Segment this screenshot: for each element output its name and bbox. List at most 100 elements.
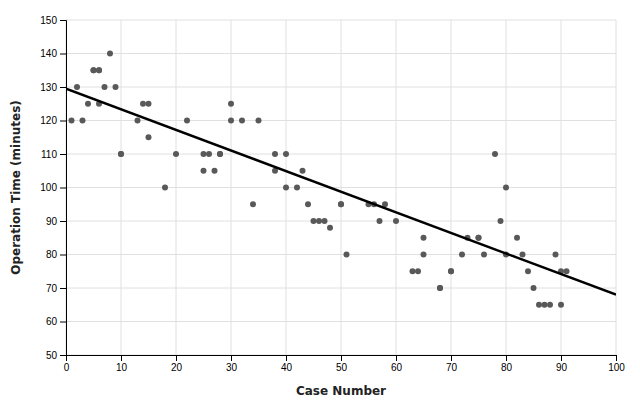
- tick-mark: [176, 355, 177, 361]
- tick-label: 60: [46, 316, 58, 327]
- point: [74, 84, 80, 90]
- tick-label: 120: [40, 115, 57, 126]
- point: [525, 268, 531, 274]
- tick-mark: [60, 54, 66, 55]
- point: [118, 151, 124, 157]
- tick-label: 150: [40, 15, 57, 26]
- point: [305, 201, 311, 207]
- point: [107, 51, 113, 57]
- tick: 90: [556, 355, 568, 373]
- tick-mark: [60, 87, 66, 88]
- point: [212, 168, 218, 174]
- tick: 10: [116, 355, 128, 373]
- point: [448, 268, 454, 274]
- tick-mark: [286, 355, 287, 361]
- plot: 0102030405060708090100506070809010011012…: [9, 15, 625, 398]
- point: [536, 302, 542, 308]
- point: [377, 218, 383, 224]
- tick: 70: [446, 355, 458, 373]
- point: [162, 185, 168, 191]
- point: [85, 101, 91, 107]
- grid-line-y: [66, 20, 616, 21]
- point: [558, 302, 564, 308]
- axis-line: [67, 356, 617, 362]
- point: [228, 118, 234, 124]
- regression-line: [66, 89, 616, 295]
- tick: 120: [40, 115, 66, 126]
- axis-line: [60, 21, 67, 356]
- tick-label: 50: [46, 350, 58, 361]
- point: [553, 252, 559, 258]
- tick: 50: [336, 355, 348, 373]
- point: [96, 67, 102, 73]
- point: [531, 285, 537, 291]
- point: [69, 118, 75, 124]
- point: [173, 151, 179, 157]
- tick-mark: [451, 355, 452, 361]
- y-axis: 50 60 70 80 90 100 110 120 130 140 150: [40, 15, 66, 361]
- point: [102, 84, 108, 90]
- point: [256, 118, 262, 124]
- marks: [66, 51, 616, 308]
- grid-line-y: [66, 53, 616, 54]
- tick: 100: [608, 355, 625, 373]
- tick-label: 110: [41, 149, 57, 160]
- tick-mark: [60, 154, 66, 155]
- point: [272, 151, 278, 157]
- tick: 100: [40, 182, 66, 193]
- tick-mark: [341, 355, 342, 361]
- tick: 80: [46, 249, 66, 260]
- grid-line-y: [66, 221, 616, 222]
- point: [564, 268, 570, 274]
- point: [421, 252, 427, 258]
- point: [476, 235, 482, 241]
- point: [421, 235, 427, 241]
- point: [311, 218, 317, 224]
- point: [481, 252, 487, 258]
- tick-label: 0: [64, 362, 70, 373]
- tick-label: 20: [171, 362, 183, 373]
- point: [300, 168, 306, 174]
- tick-mark: [60, 322, 66, 323]
- point: [542, 302, 548, 308]
- tick: 140: [40, 48, 66, 59]
- y-axis-title: Operation Time (minutes): [9, 100, 23, 275]
- x-axis: 0102030405060708090100: [64, 355, 626, 373]
- tick-mark: [616, 355, 617, 361]
- tick-label: 70: [446, 362, 458, 373]
- point: [338, 201, 344, 207]
- point: [283, 185, 289, 191]
- grid-line-y: [66, 87, 616, 88]
- tick-label: 90: [46, 216, 58, 227]
- tick-mark: [60, 288, 66, 289]
- point: [135, 118, 141, 124]
- point: [201, 168, 207, 174]
- tick: 130: [40, 82, 66, 93]
- point: [201, 151, 207, 157]
- tick-label: 70: [46, 283, 58, 294]
- grid-line-y: [66, 321, 616, 322]
- tick-label: 30: [226, 362, 238, 373]
- tick-label: 140: [40, 48, 57, 59]
- tick: 0: [64, 355, 70, 373]
- tick-mark: [396, 355, 397, 361]
- point: [476, 235, 482, 241]
- point: [316, 218, 322, 224]
- tick: 110: [41, 149, 66, 160]
- tick-label: 100: [40, 182, 57, 193]
- tick: 50: [46, 350, 66, 361]
- point: [80, 118, 86, 124]
- tick-label: 130: [40, 82, 57, 93]
- point: [514, 235, 520, 241]
- tick-mark: [60, 221, 66, 222]
- tick-label: 90: [556, 362, 568, 373]
- point: [283, 151, 289, 157]
- point: [96, 67, 102, 73]
- point: [437, 285, 443, 291]
- point: [184, 118, 190, 124]
- tick-mark: [231, 355, 232, 361]
- point: [228, 101, 234, 107]
- tick-mark: [506, 355, 507, 361]
- point: [503, 185, 509, 191]
- grid-line-y: [66, 154, 616, 155]
